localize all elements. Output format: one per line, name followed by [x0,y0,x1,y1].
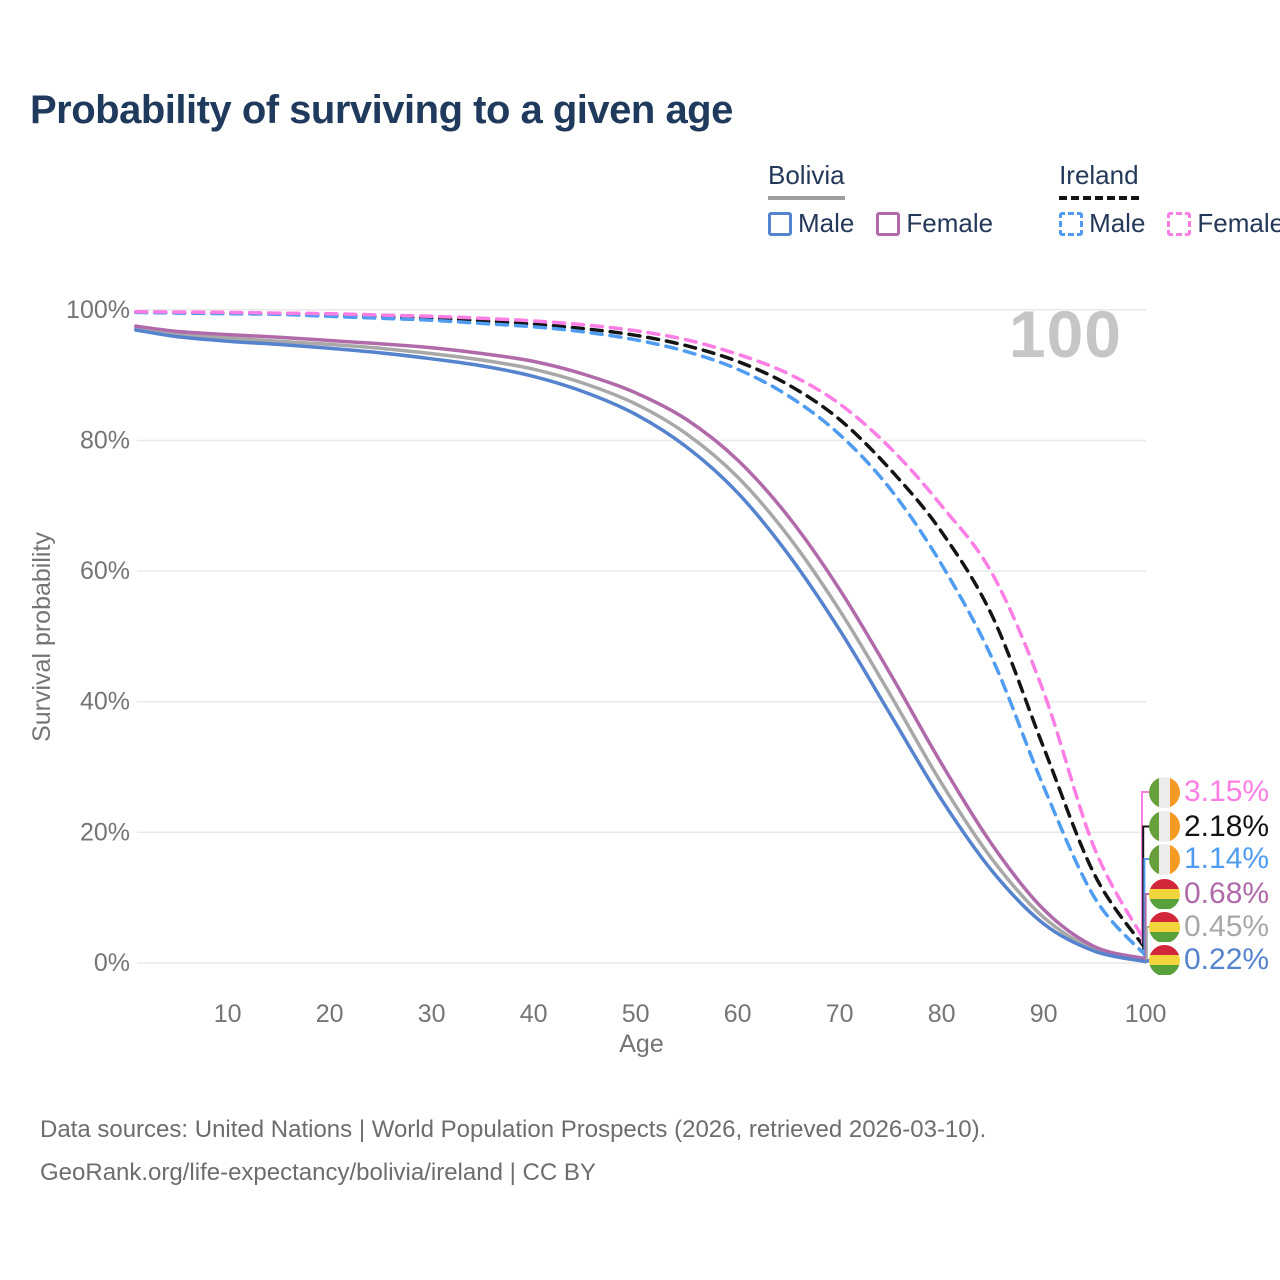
x-tick-60: 60 [724,1000,752,1028]
x-tick-30: 30 [418,1000,446,1028]
legend-item-label: Female [1197,208,1280,238]
y-tick-60%: 60% [80,557,130,585]
y-tick-40%: 40% [80,688,130,716]
bolivia-flag-icon [1149,878,1180,910]
page-title: Probability of surviving to a given age [30,88,733,132]
attribution-text: GeoRank.org/life-expectancy/bolivia/irel… [40,1159,596,1186]
ireland-flag-icon [1149,811,1180,842]
x-tick-40: 40 [520,1000,548,1028]
end-label-ireland-male: 1.14% [1149,842,1270,875]
end-label-ireland-female: 3.15% [1149,775,1270,808]
end-label-bolivia-female: 0.68% [1149,877,1270,910]
legend-item-label: Female [906,208,994,238]
data-sources-text: Data sources: United Nations | World Pop… [40,1116,987,1143]
connector-bolivia [1145,926,1150,962]
ireland-flag-icon [1149,843,1180,875]
connector-bolivia-female [1144,893,1150,959]
end-label-value: 0.68% [1184,877,1270,910]
y-tick-0%: 0% [94,949,130,977]
x-axis-label: Age [619,1030,663,1058]
legend-item-label: Male [798,208,855,238]
y-tick-20%: 20% [80,818,130,846]
legend-group-bolivia: Bolivia Male Female [768,160,993,239]
curve-bolivia-female[interactable] [134,324,1148,961]
end-label-bolivia-male: 0.22% [1149,943,1270,976]
legend-item-ireland-male[interactable]: Male [1059,208,1145,239]
bolivia-flag-icon [1149,944,1180,976]
legend-group-ireland: Ireland Male Female [1059,160,1280,239]
curve-ireland-female[interactable] [134,310,1148,945]
end-label-ireland: 2.18% [1149,809,1270,843]
end-label-value: 0.45% [1184,910,1270,943]
curve-bolivia[interactable] [134,326,1148,962]
x-tick-20: 20 [316,1000,344,1028]
end-label-bolivia: 0.45% [1149,910,1270,943]
ireland-flag-icon [1149,776,1180,808]
y-tick-80%: 80% [80,426,130,454]
legend-country-bolivia[interactable]: Bolivia [768,160,845,200]
x-tick-90: 90 [1030,1000,1058,1028]
legend-item-bolivia-female[interactable]: Female [876,208,993,239]
legend-checkbox-bolivia-male[interactable] [768,211,792,236]
y-axis-label: Survival probability [28,532,56,742]
legend-item-ireland-female[interactable]: Female [1167,208,1280,239]
legend-item-bolivia-male[interactable]: Male [768,208,854,239]
legend-item-label: Male [1089,208,1146,238]
end-label-value: 3.15% [1184,775,1270,808]
legend-country-ireland[interactable]: Ireland [1059,160,1139,200]
age-counter-watermark: 100 [1008,297,1122,371]
legend-checkbox-ireland-female[interactable] [1167,211,1192,236]
legend-items: Male Female [1059,208,1280,239]
x-tick-50: 50 [622,1000,650,1028]
bolivia-flag-icon [1149,911,1180,943]
x-tick-10: 10 [214,1000,242,1028]
end-label-value: 2.18% [1184,809,1270,843]
y-tick-100%: 100% [66,296,130,324]
end-label-value: 0.22% [1184,943,1270,976]
curve-ireland-male[interactable] [134,310,1148,958]
legend-items: Male Female [768,208,993,239]
legend: Bolivia Male Female Ireland Male Female [768,160,1280,239]
legend-checkbox-ireland-male[interactable] [1059,211,1084,236]
x-tick-100: 100 [1125,1000,1167,1028]
x-tick-70: 70 [826,1000,854,1028]
footer: Data sources: United Nations | World Pop… [40,1108,986,1194]
x-tick-80: 80 [928,1000,956,1028]
legend-checkbox-bolivia-female[interactable] [876,211,901,236]
end-label-value: 1.14% [1184,842,1270,875]
curve-bolivia-male[interactable] [134,328,1148,964]
